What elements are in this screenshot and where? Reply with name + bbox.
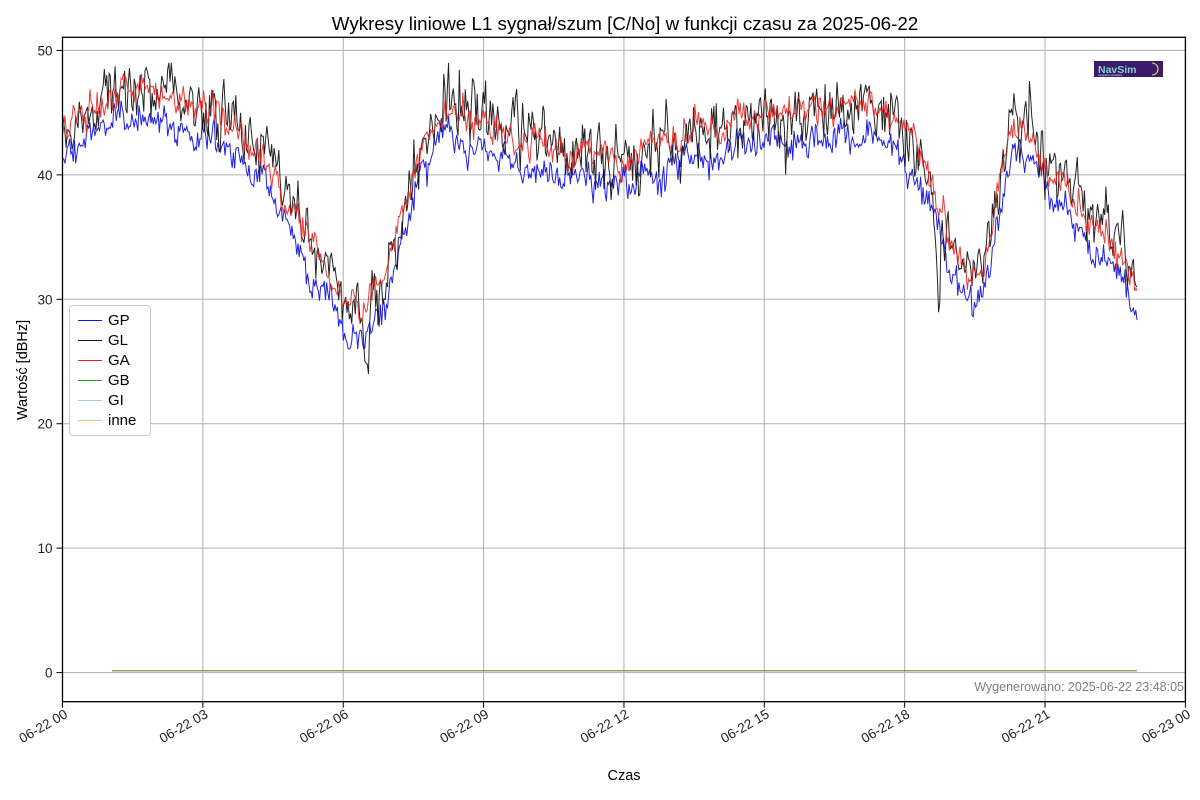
svg-text:20: 20 <box>37 417 52 432</box>
svg-text:50: 50 <box>37 43 52 58</box>
svg-text:navigation simulation: navigation simulation <box>1098 73 1123 77</box>
svg-text:40: 40 <box>37 168 52 183</box>
svg-text:30: 30 <box>37 292 52 307</box>
svg-text:0: 0 <box>45 666 53 681</box>
svg-text:10: 10 <box>37 541 52 556</box>
